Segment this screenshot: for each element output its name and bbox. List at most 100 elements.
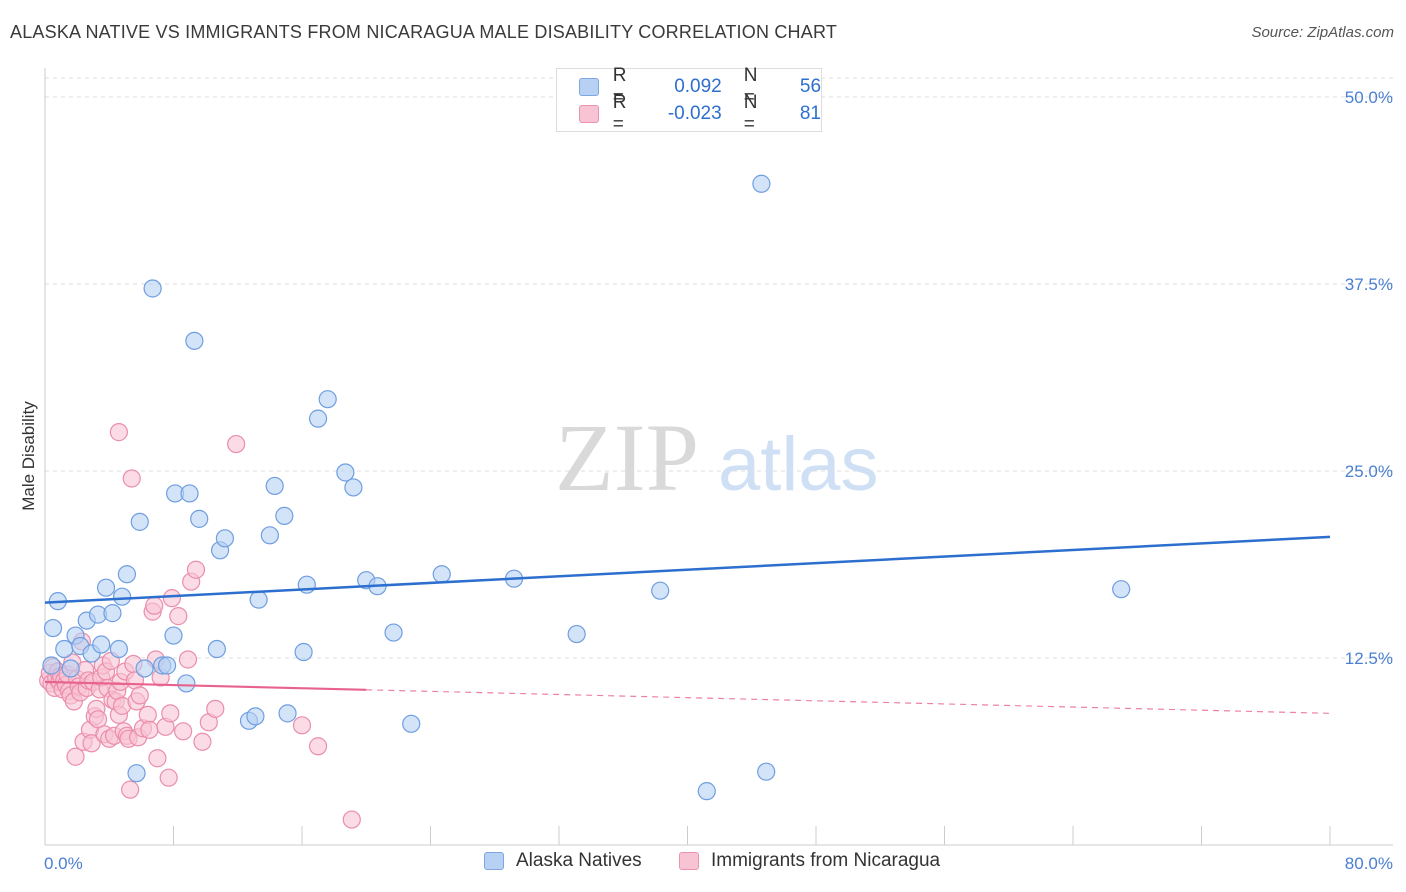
- alaska-point: [318, 390, 337, 409]
- legend-r-label: R =: [612, 65, 627, 108]
- series-alaska-points: [42, 174, 1131, 801]
- legend-n-value: 81: [799, 103, 821, 124]
- legend-swatch-pink: [579, 105, 599, 123]
- alaska-point: [135, 659, 154, 678]
- alaska-point: [752, 174, 771, 193]
- nicaragua-point: [148, 749, 167, 768]
- grid-lines: [45, 77, 1393, 659]
- watermark-zip: ZIP: [555, 404, 699, 511]
- alaska-point: [130, 512, 149, 531]
- alaska-point: [344, 478, 363, 497]
- nicaragua-point: [88, 710, 108, 729]
- axes: [44, 68, 1393, 846]
- alaska-point: [432, 565, 451, 584]
- legend-correlation: R = 0.092 N = 56 R = -0.023 N = 81: [556, 65, 822, 135]
- alaska-point: [180, 484, 199, 503]
- y-tick-label: 50.0%: [1345, 88, 1393, 107]
- alaska-point: [697, 782, 716, 801]
- nicaragua-point: [178, 650, 198, 669]
- x-tick-label-min: 0.0%: [44, 854, 83, 873]
- alaska-point: [215, 529, 234, 548]
- alaska-point: [336, 463, 355, 482]
- alaska-point: [164, 626, 183, 645]
- alaska-point: [651, 581, 670, 600]
- legend-n-value: 56: [799, 76, 822, 97]
- nicaragua-point: [186, 560, 206, 579]
- alaska-point: [55, 639, 74, 659]
- nicaragua-point: [161, 704, 180, 723]
- alaska-point: [96, 578, 116, 597]
- source-label: Source: ZipAtlas.com: [1251, 24, 1394, 41]
- alaska-point: [207, 639, 226, 659]
- alaska-point: [112, 587, 132, 606]
- nicaragua-point: [109, 423, 128, 442]
- y-tick-label: 37.5%: [1345, 275, 1393, 294]
- alaska-point: [157, 656, 177, 675]
- alaska-point: [567, 624, 586, 644]
- x-tick-labels: 0.0% 80.0%: [44, 854, 1393, 873]
- trend-line-alaska: [44, 535, 1331, 604]
- nicaragua-point: [145, 596, 164, 615]
- nicaragua-point: [174, 722, 193, 741]
- nicaragua-point: [66, 747, 85, 766]
- alaska-point: [42, 656, 61, 675]
- nicaragua-point: [292, 716, 312, 735]
- nicaragua-point: [138, 705, 157, 724]
- legend-label-alaska: Alaska Natives: [516, 850, 642, 871]
- legend-item-alaska[interactable]: Alaska Natives: [484, 850, 642, 872]
- alaska-point: [92, 635, 111, 654]
- legend-swatch-pink: [679, 852, 699, 870]
- legend-item-nicaragua[interactable]: Immigrants from Nicaragua: [679, 850, 940, 872]
- legend-n-label: N =: [743, 65, 758, 108]
- alaska-point: [127, 764, 146, 783]
- trend-line-nicaragua-solid: [44, 680, 367, 691]
- legend-series: Alaska Natives Immigrants from Nicaragua: [0, 850, 1406, 878]
- nicaragua-point: [130, 686, 149, 705]
- x-tick-label-max: 80.0%: [1345, 854, 1393, 873]
- chart-title: ALASKA NATIVE VS IMMIGRANTS FROM NICARAG…: [10, 22, 838, 42]
- nicaragua-point: [206, 699, 225, 718]
- alaska-point: [265, 476, 284, 496]
- nicaragua-point: [159, 768, 178, 787]
- alaska-point: [109, 639, 128, 659]
- alaska-point: [294, 642, 313, 662]
- alaska-point: [117, 565, 137, 584]
- y-tick-label: 12.5%: [1345, 649, 1393, 668]
- alaska-point: [190, 509, 209, 528]
- trend-lines: [44, 535, 1331, 714]
- alaska-point: [278, 704, 297, 723]
- y-axis-label: Male Disability: [19, 401, 38, 511]
- alaska-point: [275, 506, 294, 525]
- y-tick-labels: 12.5% 25.0% 37.5% 50.0%: [1345, 88, 1393, 668]
- y-tick-label: 25.0%: [1345, 462, 1393, 481]
- legend-r-value: -0.023: [667, 103, 722, 124]
- alaska-point: [308, 409, 328, 428]
- nicaragua-point: [162, 589, 181, 608]
- alaska-point: [260, 526, 279, 545]
- alaska-point: [185, 331, 204, 350]
- trend-line-nicaragua-dashed: [366, 689, 1331, 714]
- legend-r-label: R =: [612, 92, 627, 135]
- nicaragua-point: [227, 434, 246, 454]
- alaska-point: [1112, 580, 1131, 599]
- alaska-point: [177, 674, 196, 693]
- series-nicaragua-points: [39, 423, 361, 829]
- legend-n-label: N =: [743, 92, 758, 135]
- alaska-point: [61, 659, 80, 678]
- legend-swatch-blue: [484, 852, 504, 870]
- nicaragua-point: [140, 720, 159, 739]
- legend-label-nicaragua: Immigrants from Nicaragua: [711, 850, 941, 871]
- legend-r-value: 0.092: [674, 76, 722, 97]
- alaska-point: [43, 618, 63, 638]
- legend-swatch-blue: [579, 78, 599, 96]
- legend-row-nicaragua: R = -0.023 N = 81: [579, 92, 821, 135]
- watermark-atlas: atlas: [718, 422, 879, 507]
- alaska-point: [757, 762, 776, 781]
- nicaragua-point: [193, 732, 212, 751]
- alaska-point: [103, 604, 122, 623]
- watermark: ZIP atlas: [555, 404, 879, 511]
- alaska-point: [249, 590, 268, 609]
- alaska-point: [143, 279, 162, 298]
- nicaragua-point: [122, 469, 141, 488]
